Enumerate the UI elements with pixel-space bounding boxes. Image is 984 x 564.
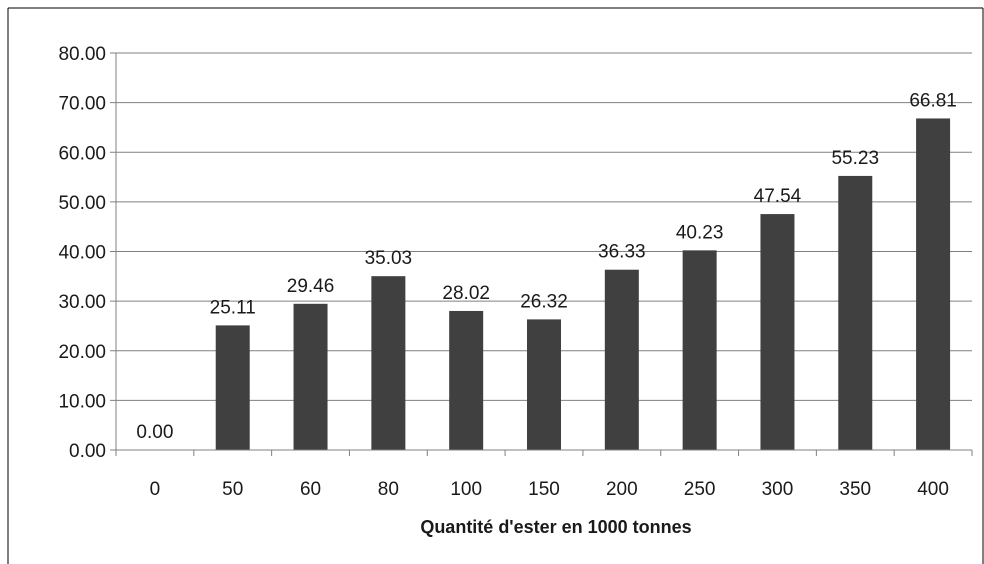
labels: 0.00 10.00 20.00 30.00 40.00 50.00 60.00 70.00 8… xyxy=(58,44,956,500)
bar xyxy=(449,310,484,450)
bar xyxy=(527,319,561,450)
bars xyxy=(215,118,951,450)
y-tick-label: 10.00 xyxy=(58,391,106,412)
bar-value-label: 25.11 xyxy=(210,297,256,318)
axes xyxy=(110,52,973,456)
x-tick-label: 100 xyxy=(450,479,482,500)
bar-value-label: 36.33 xyxy=(598,242,646,263)
bar xyxy=(293,303,328,450)
y-tick-label: 30.00 xyxy=(58,292,106,313)
x-axis-title: Quantité d'ester en 1000 tonnes xyxy=(420,517,691,537)
bar xyxy=(916,118,951,450)
y-tick-label: 60.00 xyxy=(58,143,106,164)
bar-value-label: 29.46 xyxy=(287,276,335,297)
x-tick-label: 0 xyxy=(150,479,161,500)
x-tick-label: 250 xyxy=(684,479,716,500)
x-tick-label: 60 xyxy=(300,479,321,500)
bar xyxy=(760,214,795,450)
x-tick-label: 50 xyxy=(222,479,243,500)
bar-value-label: 66.81 xyxy=(909,90,957,111)
x-tick-label: 150 xyxy=(528,479,560,500)
y-tick-label: 80.00 xyxy=(58,44,106,65)
bar xyxy=(604,269,639,450)
bar-value-label: 26.32 xyxy=(520,291,568,312)
y-tick-label: 40.00 xyxy=(58,243,106,264)
bar-value-label: 28.02 xyxy=(442,283,490,304)
x-tick-label: 300 xyxy=(762,479,794,500)
x-tick-label: 200 xyxy=(606,479,638,500)
x-tick-label: 350 xyxy=(839,479,871,500)
bar-value-label: 35.03 xyxy=(365,248,413,269)
bar-value-label: 40.23 xyxy=(676,222,724,243)
bar-value-label: 55.23 xyxy=(831,148,879,169)
x-tick-label: 80 xyxy=(378,479,399,500)
y-tick-label: 70.00 xyxy=(58,94,106,115)
bar-value-label: 47.54 xyxy=(754,186,802,207)
bar-value-label: 0.00 xyxy=(136,422,173,443)
y-tick-label: 50.00 xyxy=(58,193,106,214)
y-tick-label: 0.00 xyxy=(69,441,106,462)
x-tick-label: 400 xyxy=(917,479,949,500)
bar xyxy=(371,276,406,450)
bar xyxy=(838,175,873,450)
bar xyxy=(682,250,717,450)
bar xyxy=(215,325,250,450)
y-tick-label: 20.00 xyxy=(58,342,106,363)
